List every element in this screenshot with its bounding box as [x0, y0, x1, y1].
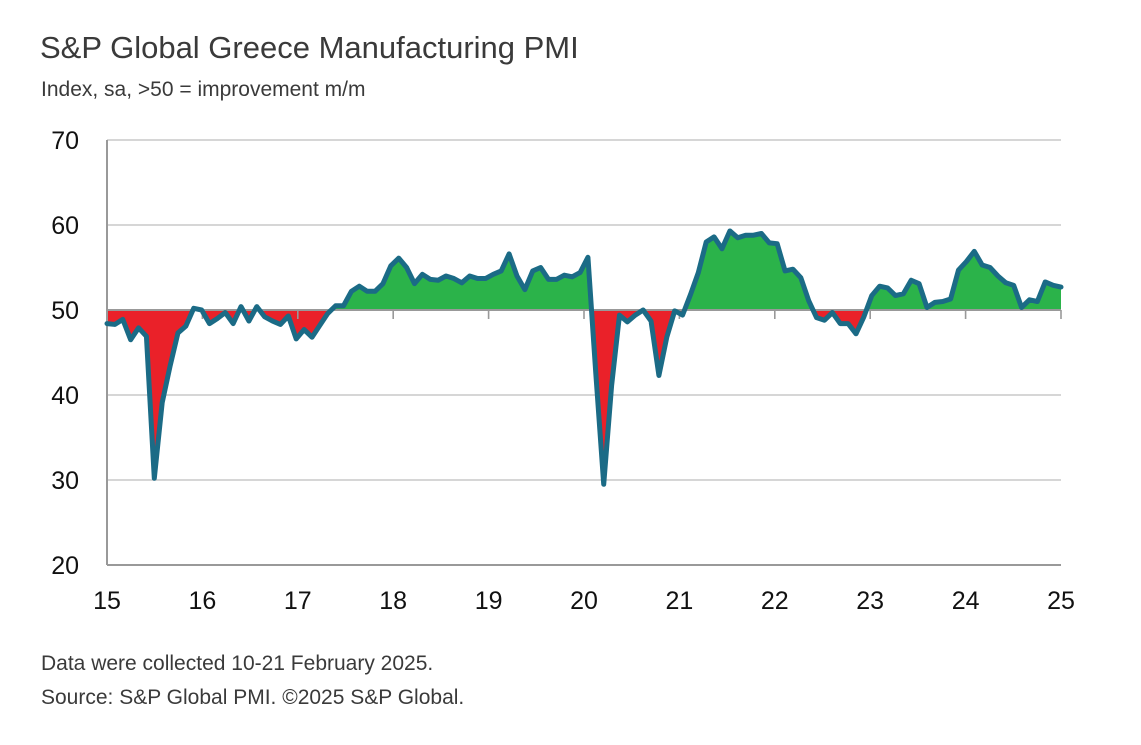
area-fills: [107, 230, 1061, 485]
y-tick-label: 50: [51, 297, 79, 325]
source-note: Source: S&P Global PMI. ©2025 S&P Global…: [41, 686, 465, 709]
x-tick-label: 15: [93, 587, 121, 615]
series-line-layer: [104, 228, 1064, 487]
data-collection-note: Data were collected 10-21 February 2025.: [41, 652, 434, 675]
chart-subtitle: Index, sa, >50 = improvement m/m: [41, 78, 366, 101]
x-tick-label: 22: [761, 587, 789, 615]
area-above-50: [107, 230, 1061, 310]
x-tick-label: 20: [570, 587, 598, 615]
x-tick-label: 18: [379, 587, 407, 615]
y-tick-label: 60: [51, 212, 79, 240]
y-tick-label: 20: [51, 552, 79, 580]
x-tick-label: 16: [188, 587, 216, 615]
x-tick-label: 25: [1047, 587, 1075, 615]
chart-title: S&P Global Greece Manufacturing PMI: [40, 30, 579, 65]
x-tick-label: 23: [856, 587, 884, 615]
x-tick-label: 17: [284, 587, 312, 615]
x-tick-label: 21: [665, 587, 693, 615]
y-tick-label: 30: [51, 467, 79, 495]
pmi-series-line: [104, 228, 1064, 487]
x-tick-label: 19: [475, 587, 503, 615]
y-tick-label: 70: [51, 127, 79, 155]
axes: [106, 140, 1062, 566]
tick-labels: 20 30 40 50 60 70 15 16 17 18 19 20 21 22 23 24 25: [51, 127, 1075, 615]
gridlines: [107, 139, 1061, 481]
x-tick-label: 24: [952, 587, 980, 615]
y-tick-label: 40: [51, 382, 79, 410]
